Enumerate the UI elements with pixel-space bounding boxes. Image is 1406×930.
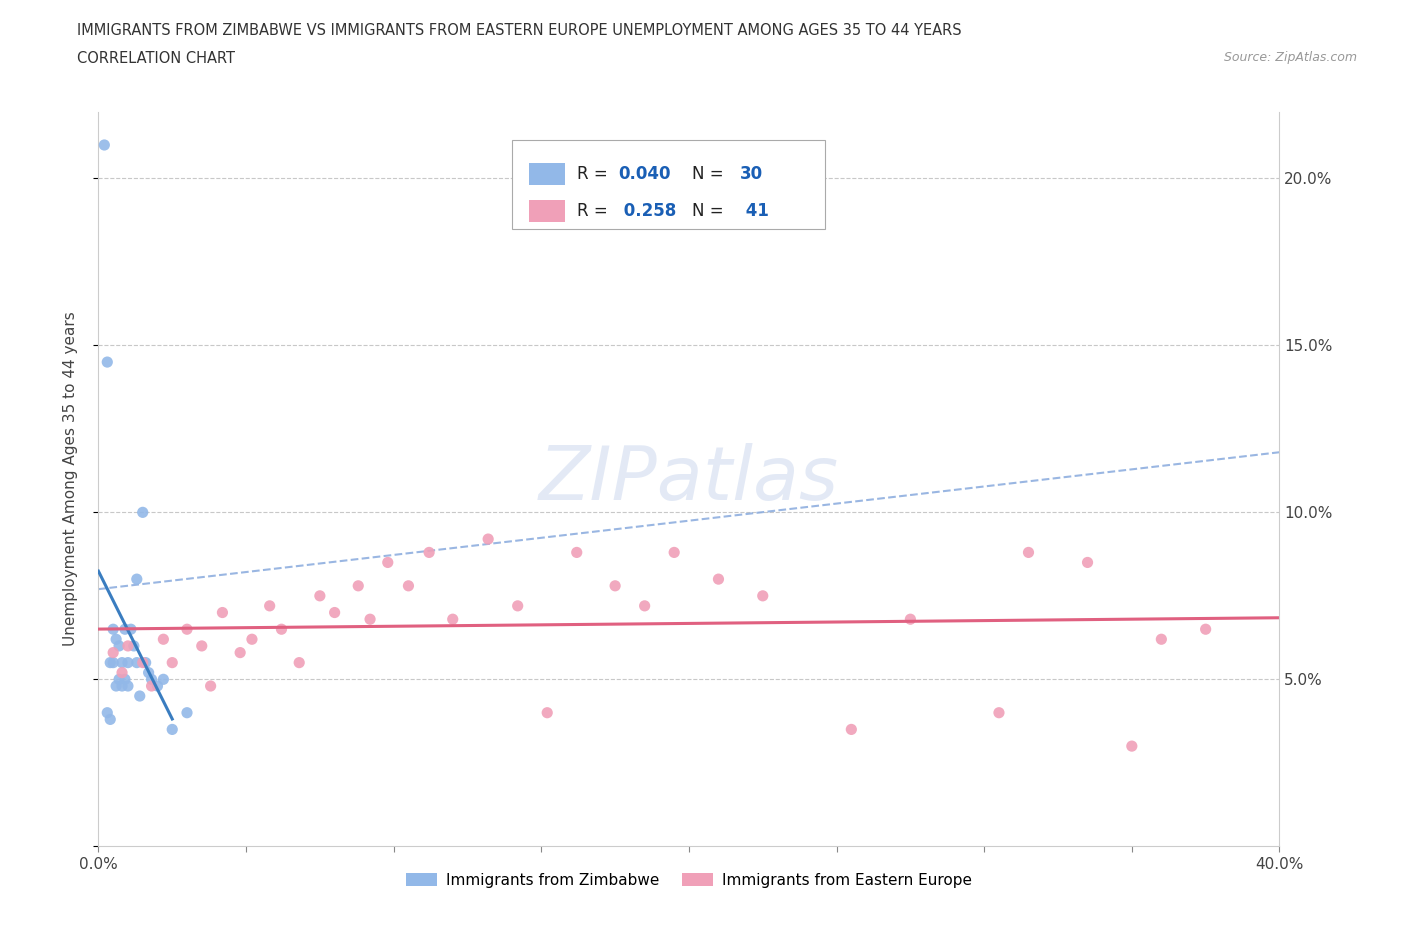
Point bbox=[506, 598, 529, 613]
Point bbox=[229, 645, 252, 660]
Point bbox=[707, 572, 730, 587]
Point bbox=[664, 545, 686, 560]
Point bbox=[120, 622, 142, 637]
Text: 41: 41 bbox=[740, 202, 769, 219]
Text: N =: N = bbox=[693, 166, 724, 183]
Point bbox=[96, 705, 118, 720]
Text: CORRELATION CHART: CORRELATION CHART bbox=[77, 51, 235, 66]
Point bbox=[200, 679, 222, 694]
Point bbox=[152, 631, 174, 646]
Point bbox=[270, 622, 292, 637]
FancyBboxPatch shape bbox=[530, 164, 565, 185]
Point bbox=[441, 612, 464, 627]
Point bbox=[111, 665, 134, 680]
Point bbox=[1018, 545, 1040, 560]
Point bbox=[359, 612, 381, 627]
Point bbox=[900, 612, 922, 627]
Point bbox=[605, 578, 627, 593]
Point bbox=[114, 622, 136, 637]
Point bbox=[117, 679, 139, 694]
Text: R =: R = bbox=[576, 202, 613, 219]
Point bbox=[1121, 738, 1143, 753]
Point bbox=[96, 354, 118, 369]
Point bbox=[103, 622, 125, 637]
Point bbox=[103, 645, 125, 660]
Point bbox=[152, 671, 174, 686]
Text: R =: R = bbox=[576, 166, 613, 183]
Point bbox=[634, 598, 657, 613]
Point bbox=[565, 545, 588, 560]
Point bbox=[146, 679, 169, 694]
Point bbox=[111, 656, 134, 671]
Point bbox=[108, 639, 131, 654]
Point bbox=[117, 639, 139, 654]
Text: N =: N = bbox=[693, 202, 724, 219]
Point bbox=[1077, 555, 1099, 570]
Text: IMMIGRANTS FROM ZIMBABWE VS IMMIGRANTS FROM EASTERN EUROPE UNEMPLOYMENT AMONG AG: IMMIGRANTS FROM ZIMBABWE VS IMMIGRANTS F… bbox=[77, 23, 962, 38]
Point bbox=[105, 679, 128, 694]
Text: 0.040: 0.040 bbox=[619, 166, 671, 183]
Point bbox=[93, 138, 115, 153]
Text: 0.258: 0.258 bbox=[619, 202, 676, 219]
Point bbox=[141, 671, 163, 686]
Point bbox=[141, 679, 163, 694]
FancyBboxPatch shape bbox=[530, 200, 565, 221]
Point bbox=[176, 705, 198, 720]
Point bbox=[323, 605, 346, 620]
Text: Source: ZipAtlas.com: Source: ZipAtlas.com bbox=[1223, 51, 1357, 64]
Point bbox=[117, 656, 139, 671]
Point bbox=[841, 722, 863, 737]
Point bbox=[135, 656, 157, 671]
Point bbox=[162, 722, 183, 737]
Point bbox=[377, 555, 399, 570]
Point bbox=[111, 679, 134, 694]
Text: 30: 30 bbox=[740, 166, 763, 183]
Point bbox=[132, 656, 155, 671]
Text: ZIPatlas: ZIPatlas bbox=[538, 443, 839, 515]
Point bbox=[418, 545, 440, 560]
Point bbox=[128, 688, 150, 703]
Point bbox=[125, 656, 148, 671]
Point bbox=[347, 578, 370, 593]
Point bbox=[98, 712, 121, 727]
Point bbox=[1150, 631, 1173, 646]
Point bbox=[752, 589, 775, 604]
Point bbox=[988, 705, 1011, 720]
Point bbox=[240, 631, 263, 646]
Point bbox=[103, 656, 125, 671]
Point bbox=[211, 605, 233, 620]
Point bbox=[98, 656, 121, 671]
Point bbox=[176, 622, 198, 637]
Point bbox=[122, 639, 145, 654]
Point bbox=[288, 656, 311, 671]
Point bbox=[477, 532, 499, 547]
Point bbox=[259, 598, 281, 613]
Point bbox=[132, 505, 155, 520]
Point bbox=[108, 671, 131, 686]
Point bbox=[191, 639, 214, 654]
Point bbox=[1195, 622, 1218, 637]
Legend: Immigrants from Zimbabwe, Immigrants from Eastern Europe: Immigrants from Zimbabwe, Immigrants fro… bbox=[399, 867, 979, 894]
Point bbox=[309, 589, 332, 604]
Point bbox=[114, 671, 136, 686]
FancyBboxPatch shape bbox=[512, 140, 825, 229]
Point bbox=[536, 705, 558, 720]
Point bbox=[105, 631, 128, 646]
Point bbox=[398, 578, 420, 593]
Point bbox=[125, 572, 148, 587]
Y-axis label: Unemployment Among Ages 35 to 44 years: Unemployment Among Ages 35 to 44 years bbox=[63, 312, 77, 646]
Point bbox=[138, 665, 160, 680]
Point bbox=[162, 656, 183, 671]
